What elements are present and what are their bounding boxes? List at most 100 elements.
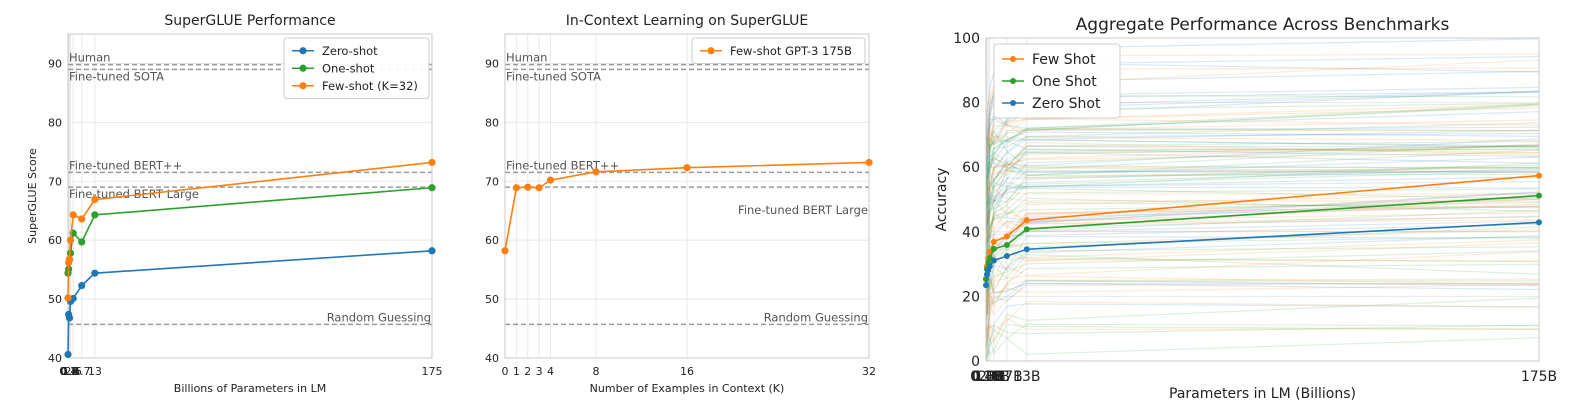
background-task-line (985, 144, 1540, 244)
data-point (69, 211, 77, 219)
x-tick-label: 3 (536, 365, 543, 378)
y-tick-label: 60 (48, 234, 62, 247)
background-task-line (985, 323, 1540, 347)
background-task-line (985, 141, 1540, 189)
y-tick-label: 40 (48, 352, 62, 365)
reference-line-label: Random Guessing (327, 310, 431, 324)
legend-label: Few-shot GPT-3 175B (730, 44, 852, 58)
background-task-line (985, 317, 1540, 345)
series-group (501, 158, 873, 255)
background-task-line (985, 283, 1540, 334)
data-point (91, 211, 99, 219)
x-tick-label: 175B (1521, 369, 1557, 385)
background-task-line (985, 143, 1540, 243)
legend-swatch-marker (1010, 56, 1016, 62)
reference-line-label: Fine-tuned BERT Large (69, 187, 199, 201)
background-task-line (985, 324, 1540, 350)
background-task-line (985, 180, 1540, 235)
chart-panel-2: Human Fine-tuned SOTA Fine-tuned BERT++ Fin… (485, 13, 876, 395)
background-task-line (985, 235, 1540, 338)
plot-frame (67, 33, 433, 359)
legend-swatch-marker (1010, 78, 1016, 84)
data-point (592, 168, 600, 176)
legend-label: Few-shot (K=32) (322, 79, 418, 93)
background-task-line (985, 282, 1540, 340)
reference-line-label: Human (506, 51, 547, 65)
y-tick-label: 60 (485, 234, 499, 247)
data-point (1023, 226, 1030, 233)
x-tick-label: 0.4 (60, 365, 78, 378)
background-task-line (985, 170, 1540, 231)
x-tick-label: 4 (547, 365, 554, 378)
series-group (983, 172, 1542, 289)
data-point (69, 294, 77, 303)
legend-swatch-marker (707, 47, 715, 55)
data-point (986, 263, 993, 270)
data-point (65, 314, 74, 322)
x-tick-label: 1 (513, 365, 520, 378)
data-point (1023, 217, 1030, 224)
x-tick-label: 2.6B (978, 369, 1010, 385)
reference-line-label: Fine-tuned BERT++ (69, 158, 182, 172)
reference-line-label: Fine-tuned SOTA (69, 69, 164, 83)
x-tick-label: 0 (502, 365, 509, 378)
background-task-line (985, 197, 1540, 231)
reference-line-label: Fine-tuned BERT Large (738, 203, 868, 217)
x-tick-label: 6.7B (991, 369, 1023, 385)
x-tick-label: 1.3B (974, 369, 1006, 385)
background-task-line (985, 185, 1540, 200)
legend-label: Few Shot (1032, 52, 1096, 68)
background-task-line (985, 107, 1540, 157)
legend: Zero-shot One-shot Few-shot (K=32) (283, 37, 430, 99)
reference-lines: Human Fine-tuned SOTA Fine-tuned BERT++ Fin… (68, 51, 432, 326)
x-tick-label: 2.6 (64, 365, 82, 378)
background-task-line (985, 151, 1540, 185)
y-tick-label: 90 (485, 57, 499, 70)
legend-swatch-marker (299, 47, 307, 55)
background-task-line (985, 239, 1540, 344)
x-tick-label: 0.4B (971, 369, 1003, 385)
data-point (990, 257, 997, 264)
background-task-line (985, 259, 1540, 362)
background-task-line (985, 140, 1540, 185)
background-task-line (985, 246, 1540, 317)
data-point (64, 294, 72, 302)
data-point (91, 195, 99, 204)
background-task-line (985, 157, 1540, 179)
legend-box (993, 43, 1121, 119)
x-tick-label: 13B (1013, 369, 1040, 385)
background-task-line (985, 144, 1540, 203)
reference-lines: Human Fine-tuned SOTA Fine-tuned BERT++ Fin… (505, 51, 869, 326)
data-point (64, 350, 72, 359)
background-task-line (985, 166, 1540, 198)
data-point (1536, 219, 1542, 226)
background-task-line (985, 186, 1540, 216)
data-point (1003, 233, 1010, 240)
x-tick-label: 0.8B (972, 369, 1004, 385)
background-task-line (985, 103, 1540, 209)
background-task-line (985, 183, 1540, 210)
background-task-line (985, 135, 1540, 154)
data-point (428, 184, 436, 192)
x-tick-label: 16 (680, 365, 694, 378)
background-task-line (985, 111, 1540, 163)
background-task-line (985, 201, 1540, 229)
background-task-line (985, 297, 1540, 362)
x-axis-label: Billions of Parameters in LM (174, 382, 326, 395)
data-point (865, 158, 873, 167)
y-tick-label: 40 (485, 352, 499, 365)
background-task-line (985, 216, 1540, 256)
x-tick-label: 32 (862, 365, 876, 378)
data-point (428, 247, 436, 255)
background-task-line (985, 118, 1540, 151)
y-tick-label: 90 (48, 57, 62, 70)
background-task-line (985, 123, 1540, 147)
y-tick-label: 60 (962, 160, 980, 176)
background-task-line (985, 197, 1540, 215)
x-axis-label: Parameters in LM (Billions) (1169, 386, 1356, 402)
background-task-line (985, 278, 1540, 315)
background-task-line (985, 131, 1540, 167)
data-point (78, 215, 86, 223)
data-point (546, 176, 555, 184)
